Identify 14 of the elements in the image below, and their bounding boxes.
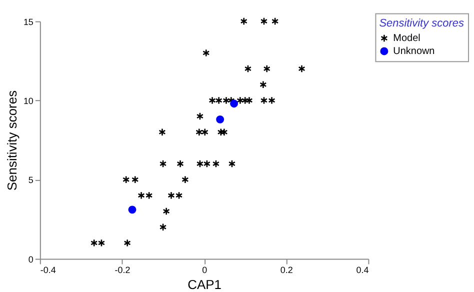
x-tick-label: -0.4 xyxy=(40,265,56,276)
y-tick-label: 10 xyxy=(23,96,34,106)
x-axis-title: CAP1 xyxy=(188,277,222,292)
legend-title: Sensitivity scores xyxy=(379,17,464,30)
y-tick-label: 5 xyxy=(28,175,34,186)
x-tick-label: 0.2 xyxy=(280,265,293,276)
x-tick-label: -0.2 xyxy=(114,265,130,276)
y-tick-label: 0 xyxy=(28,254,34,264)
legend-label: Unknown xyxy=(393,46,435,58)
y-axis-title: Sensitivity scores xyxy=(4,90,20,191)
x-tick-label: 0.4 xyxy=(356,265,369,276)
legend-label: Model xyxy=(393,33,420,44)
y-tick-label: 15 xyxy=(23,16,34,27)
x-tick-label: 0 xyxy=(202,265,208,276)
